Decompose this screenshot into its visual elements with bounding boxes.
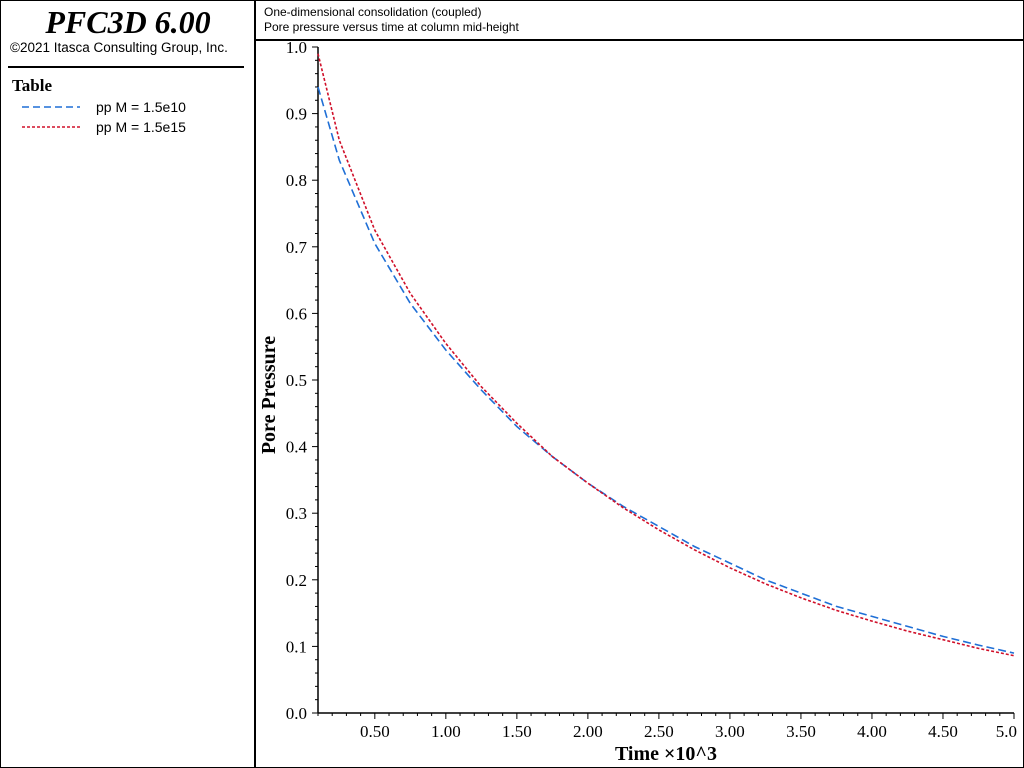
x-tick-label: 0.50	[360, 722, 390, 741]
plot-title-line-1: One-dimensional consolidation (coupled)	[264, 5, 482, 19]
y-tick-label: 0.8	[286, 171, 307, 190]
x-tick-label: 5.0	[996, 722, 1017, 741]
legend-title: Table	[12, 76, 53, 95]
app-title: PFC3D 6.00	[45, 4, 211, 40]
legend-label-series-2: pp M = 1.5e15	[96, 119, 186, 135]
legend-panel: PFC3D 6.00 ©2021 Itasca Consulting Group…	[0, 0, 256, 767]
plot-header: One-dimensional consolidation (coupled) …	[256, 0, 1023, 41]
y-tick-label: 0.5	[286, 371, 307, 390]
y-tick-label: 0.1	[286, 637, 307, 656]
y-tick-label: 0.6	[286, 304, 307, 323]
y-tick-label: 1.0	[286, 38, 307, 57]
y-axis-label: Pore Pressure	[258, 336, 280, 454]
copyright-text: ©2021 Itasca Consulting Group, Inc.	[10, 40, 228, 55]
series-line-2	[317, 53, 1015, 657]
y-tick-label: 0.9	[286, 105, 307, 124]
x-tick-label: 3.00	[715, 722, 745, 741]
x-tick-label: 1.00	[431, 722, 461, 741]
x-tick-label: 3.50	[786, 722, 816, 741]
legend-label-series-1: pp M = 1.5e10	[96, 99, 186, 115]
x-tick-label: 1.50	[502, 722, 532, 741]
y-tick-label: 0.4	[286, 438, 308, 457]
y-tick-label: 0.2	[286, 571, 307, 590]
series-line-1	[317, 86, 1015, 654]
y-tick-label: 0.0	[286, 704, 307, 723]
x-axis-label: Time ×10^3	[615, 743, 717, 765]
x-tick-label: 4.50	[928, 722, 958, 741]
x-tick-label: 2.00	[573, 722, 603, 741]
y-tick-label: 0.3	[286, 504, 307, 523]
x-tick-label: 2.50	[644, 722, 674, 741]
y-tick-label: 0.7	[286, 238, 308, 257]
x-tick-label: 4.00	[857, 722, 887, 741]
legend-swatch-series-1	[22, 106, 80, 108]
panel-divider	[8, 66, 244, 68]
plot-title-line-2: Pore pressure versus time at column mid-…	[264, 20, 519, 34]
